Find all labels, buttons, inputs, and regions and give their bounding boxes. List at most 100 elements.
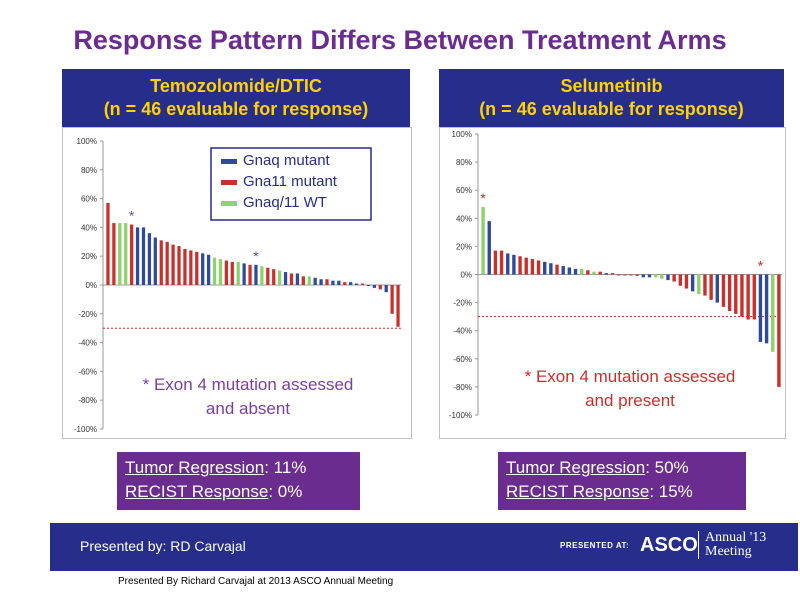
right-response-chart: 100% 80% 60% 40% 20% 0% -20% -40% -60% -80% -100% *… <box>449 130 782 420</box>
bar <box>481 207 485 275</box>
annual-text: Annual '13 <box>705 530 767 545</box>
right-panel-heading: Selumetinib (n = 46 evaluable for respon… <box>439 69 784 127</box>
bar <box>697 274 701 295</box>
annotation-star: * <box>253 248 259 264</box>
right-recist-label: RECIST Response <box>506 482 650 501</box>
left-response-chart: 100% 80% 60% 40% 20% 0% -20% -40% -60% -80% -100% *… <box>74 137 401 434</box>
bar <box>653 274 658 278</box>
y-tick-label: -80% <box>453 383 472 392</box>
bar <box>319 279 323 285</box>
y-tick-label: -80% <box>78 396 97 405</box>
bar <box>206 254 211 285</box>
bar <box>325 279 329 285</box>
left-recist-label: RECIST Response <box>125 482 269 501</box>
bar <box>218 259 223 285</box>
y-tick-label: 0% <box>85 281 97 290</box>
bar <box>629 274 633 276</box>
bar <box>715 274 719 303</box>
bar <box>771 274 775 352</box>
y-tick-label: 60% <box>81 195 97 204</box>
bar <box>487 221 491 275</box>
bar <box>124 223 128 285</box>
bar <box>118 223 122 285</box>
bar <box>579 268 584 275</box>
bar <box>666 274 670 281</box>
bar <box>752 274 756 320</box>
bar <box>641 274 646 278</box>
legend-swatch <box>221 159 237 164</box>
bar <box>224 260 228 285</box>
bar <box>165 241 169 285</box>
bar <box>499 250 504 275</box>
credit-text: Presented By Richard Carvajal at 2013 AS… <box>118 576 394 587</box>
bar <box>592 271 596 275</box>
right-heading-line2: (n = 46 evaluable for response) <box>479 99 744 119</box>
bar <box>616 274 621 276</box>
bar <box>236 261 240 285</box>
bar <box>159 240 163 285</box>
bar <box>764 274 769 344</box>
bar <box>721 274 726 307</box>
y-tick-label: 20% <box>81 252 97 261</box>
bar <box>555 264 559 275</box>
bar <box>177 246 181 285</box>
bar <box>512 254 516 275</box>
bar <box>266 267 270 285</box>
y-tick-label: -60% <box>453 355 472 364</box>
asco-logo-text: ASCO <box>640 534 698 556</box>
bar <box>647 274 652 278</box>
left-tumor-regression-value: : 11% <box>264 458 307 477</box>
right-stats-box: Tumor Regression: 50% RECIST Response: 1… <box>498 452 746 510</box>
presented-at-text: PRESENTED AT: <box>560 541 630 550</box>
y-tick-label: 0% <box>460 271 472 280</box>
legend-label: Gna11 mutant <box>243 173 338 190</box>
bar <box>130 224 134 285</box>
bar <box>623 274 627 276</box>
bar <box>549 263 553 275</box>
meeting-text: Meeting <box>705 544 752 559</box>
annotation-star: * <box>129 208 135 224</box>
left-panel-heading: Temozolomide/DTIC (n = 46 evaluable for … <box>62 69 410 127</box>
bar <box>610 273 615 275</box>
left-tumor-regression-label: Tumor Regression <box>125 458 265 477</box>
legend-label: Gnaq/11 WT <box>243 194 327 211</box>
bar <box>147 233 152 285</box>
left-recist-value: : 0% <box>268 482 303 501</box>
bar <box>195 251 199 285</box>
bar <box>248 264 252 285</box>
bar <box>396 285 400 327</box>
y-tick-label: 60% <box>456 186 472 195</box>
legend-box <box>210 147 372 221</box>
annotation-star: * <box>758 258 764 274</box>
bar <box>331 280 335 285</box>
bar <box>295 273 300 285</box>
bar <box>212 257 217 285</box>
bar <box>536 260 541 275</box>
y-tick-label: -20% <box>78 310 97 319</box>
y-tick-label: -40% <box>453 327 472 336</box>
y-tick-label: -20% <box>453 299 472 308</box>
y-tick-label: 100% <box>77 137 97 146</box>
bar <box>301 276 305 285</box>
left-stats-box: Tumor Regression: 11% RECIST Response: 0… <box>117 452 360 510</box>
presenter-text: Presented by: RD Carvajal <box>80 538 246 554</box>
bar <box>660 274 664 279</box>
y-tick-label: 100% <box>452 130 472 139</box>
bar <box>283 272 288 285</box>
left-chart-panel: 100% 80% 60% 40% 20% 0% -20% -40% -60% -80% -100% *… <box>62 127 412 439</box>
left-heading-line2: (n = 46 evaluable for response) <box>103 99 369 119</box>
bar <box>372 285 376 288</box>
bar <box>690 274 695 292</box>
legend-label: Gnaq mutant <box>243 152 331 169</box>
bar <box>360 283 365 285</box>
bar <box>337 280 341 285</box>
annotation-line2: and absent <box>206 399 290 418</box>
bar <box>189 250 193 285</box>
bar <box>112 223 116 285</box>
legend-swatch <box>221 180 237 185</box>
bar <box>135 227 140 285</box>
bar <box>518 256 522 275</box>
bar <box>390 285 394 314</box>
bar <box>141 227 146 285</box>
footer-bar: Presented by: RD Carvajal PRESENTED AT: … <box>50 523 798 571</box>
